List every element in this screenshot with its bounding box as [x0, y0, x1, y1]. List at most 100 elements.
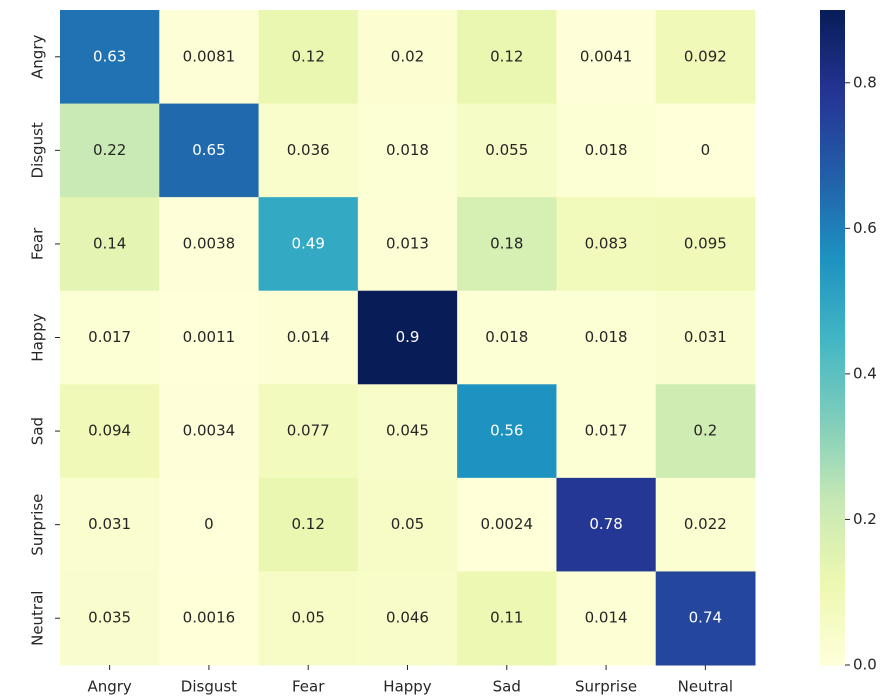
- colorbar-strip: [820, 186, 845, 191]
- colorbar-strip: [820, 344, 845, 348]
- heatmap-cell: [258, 384, 359, 479]
- y-tick-label: Surprise: [29, 494, 47, 556]
- colorbar-strip: [820, 180, 845, 185]
- colorbar-strip: [820, 131, 845, 136]
- colorbar-strip: [820, 412, 845, 417]
- heatmap-cell: [60, 384, 160, 479]
- colorbar-strip: [820, 511, 845, 515]
- colorbar-strip: [820, 170, 845, 175]
- colorbar-strip: [820, 288, 845, 293]
- colorbar-strip: [820, 308, 845, 312]
- cell-label: 0.017: [585, 422, 628, 440]
- colorbar-strip: [820, 291, 845, 296]
- x-tick-label: Happy: [383, 678, 432, 696]
- colorbar-strip: [820, 150, 845, 155]
- cell-label: 0.014: [287, 328, 330, 346]
- colorbar-strip: [820, 416, 845, 420]
- colorbar-strip: [820, 285, 845, 289]
- colorbar-strip: [820, 88, 845, 93]
- colorbar-strip: [820, 383, 845, 388]
- cell-label: 0.022: [684, 515, 727, 533]
- cell-label: 0.083: [585, 234, 628, 252]
- colorbar-strip: [820, 23, 845, 27]
- cell-label: 0.018: [585, 141, 628, 159]
- colorbar-strip: [820, 363, 845, 368]
- colorbar-strip: [820, 439, 845, 443]
- colorbar-strip: [820, 216, 845, 221]
- y-tick-label: Disgust: [29, 122, 47, 178]
- colorbar-strip: [820, 553, 845, 558]
- y-tick-label: Sad: [29, 417, 47, 445]
- cell-label: 0.05: [292, 609, 325, 627]
- colorbar-strip: [820, 258, 845, 263]
- cell-label: 0.013: [386, 234, 429, 252]
- colorbar-strip: [820, 68, 845, 73]
- colorbar-strip: [820, 222, 845, 227]
- cell-label: 0.046: [386, 609, 429, 627]
- colorbar-strip: [820, 530, 845, 535]
- colorbar-strip: [820, 114, 845, 119]
- colorbar-strip: [820, 321, 845, 325]
- colorbar-strip: [820, 602, 845, 607]
- colorbar-strip: [820, 137, 845, 142]
- colorbar-strip: [820, 543, 845, 548]
- colorbar-strip: [820, 242, 845, 247]
- heatmap-cell: [258, 571, 359, 666]
- colorbar-strip: [820, 592, 845, 597]
- colorbar-strip: [820, 340, 845, 345]
- cell-label: 0.0016: [183, 609, 236, 627]
- heatmap-cell: [655, 571, 756, 666]
- colorbar-strip: [820, 26, 845, 31]
- heatmap-cell: [556, 10, 657, 105]
- colorbar-strip: [820, 570, 845, 574]
- colorbar-strip: [820, 478, 845, 483]
- colorbar-strip: [820, 91, 845, 96]
- cell-label: 0.014: [585, 609, 628, 627]
- colorbar-strip: [820, 219, 845, 224]
- cell-label: 0.0024: [481, 515, 534, 533]
- cell-label: 0.018: [585, 328, 628, 346]
- colorbar-strip: [820, 563, 845, 568]
- colorbar-strip: [820, 642, 845, 646]
- colorbar-strip: [820, 347, 845, 352]
- heatmap-cell: [556, 384, 657, 479]
- heatmap-cell: [60, 103, 160, 198]
- colorbar-strip: [820, 645, 845, 650]
- colorbar-strip: [820, 599, 845, 604]
- colorbar-strip: [820, 425, 845, 430]
- cell-label: 0.18: [490, 234, 523, 252]
- colorbar-tick-label: 0.0: [853, 656, 877, 674]
- cell-label: 0.045: [386, 422, 429, 440]
- heatmap-cell: [357, 103, 458, 198]
- cell-label: 0.035: [88, 609, 131, 627]
- heatmap-cell: [457, 571, 557, 666]
- colorbar-strip: [820, 635, 845, 640]
- colorbar-strip: [820, 638, 845, 643]
- heatmap-cell: [457, 477, 557, 572]
- colorbar-strip: [820, 16, 845, 21]
- colorbar-strip: [820, 78, 845, 83]
- colorbar-strip: [820, 304, 845, 309]
- colorbar-strip: [820, 380, 845, 384]
- colorbar-strip: [820, 104, 845, 109]
- colorbar-strip: [820, 537, 845, 542]
- colorbar-strip: [820, 484, 845, 489]
- heatmap-cell: [159, 477, 260, 572]
- heatmap-cell: [655, 103, 756, 198]
- colorbar-strip: [820, 229, 845, 234]
- colorbar-strip: [820, 655, 845, 660]
- colorbar-strip: [820, 609, 845, 614]
- colorbar-strip: [820, 157, 845, 162]
- colorbar-strip: [820, 183, 845, 188]
- colorbar-strip: [820, 32, 845, 37]
- colorbar-strip: [820, 111, 845, 116]
- colorbar-strip: [820, 461, 845, 466]
- y-tick-label: Happy: [29, 313, 47, 362]
- cell-label: 0.14: [93, 234, 126, 252]
- cell-label: 0: [701, 141, 711, 159]
- cell-label: 0.0034: [183, 422, 236, 440]
- colorbar-strip: [820, 118, 845, 122]
- heatmap-cell: [159, 103, 260, 198]
- colorbar-strip: [820, 314, 845, 319]
- colorbar-strip: [820, 95, 845, 100]
